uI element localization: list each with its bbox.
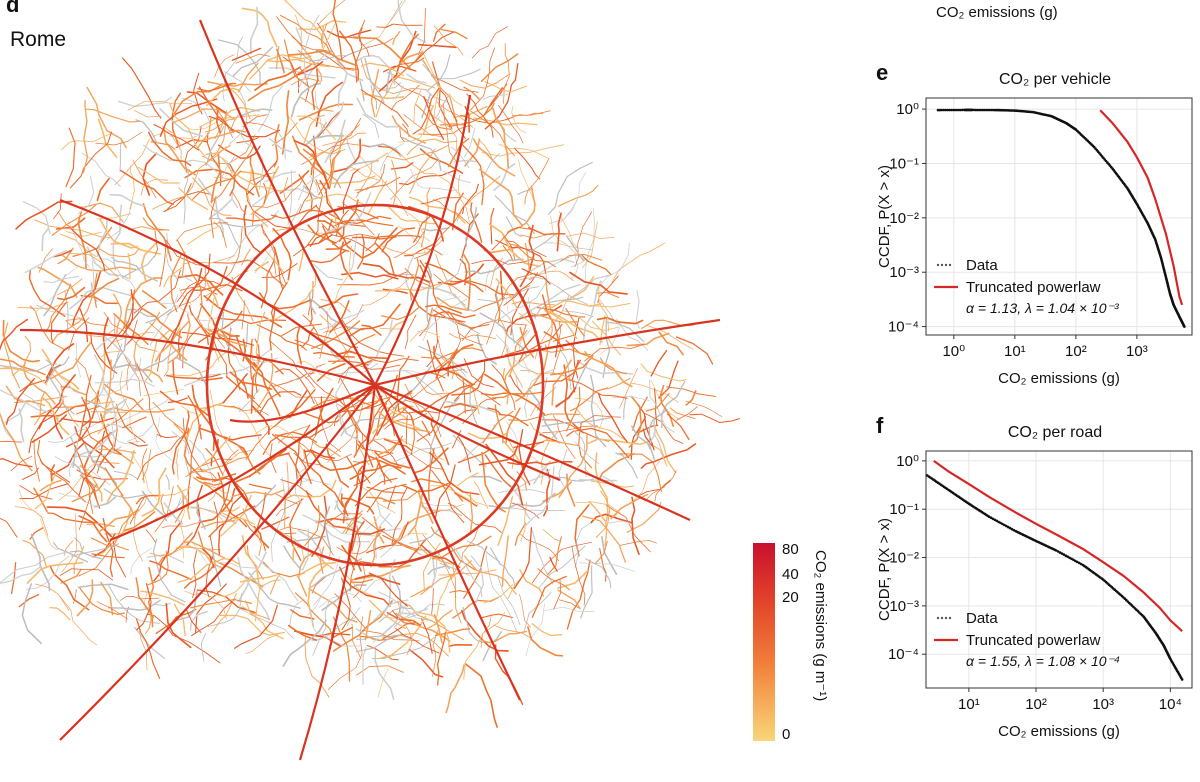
series-data-points <box>925 474 1184 681</box>
x-tick-label: 10⁴ <box>1159 696 1182 713</box>
road-emissions-map <box>0 0 740 761</box>
y-tick-label: 10⁰ <box>896 101 919 118</box>
data-point <box>951 108 955 112</box>
data-point <box>1066 555 1069 558</box>
x-tick-label: 10¹ <box>958 696 980 713</box>
data-point <box>1056 550 1060 553</box>
data-point <box>936 108 940 112</box>
legend-marker-data <box>944 263 948 267</box>
data-point <box>946 108 949 112</box>
data-point <box>1075 560 1079 564</box>
legend-fit-params: α = 1.13, λ = 1.04 × 10⁻³ <box>966 300 1119 316</box>
chart-title-f: CO₂ per road <box>1007 424 1103 441</box>
data-point <box>944 108 947 112</box>
colorbar <box>753 543 775 741</box>
x-tick-label: 10³ <box>1092 696 1114 713</box>
series-data-points <box>936 108 1186 328</box>
data-point <box>938 108 942 112</box>
data-point <box>957 108 961 112</box>
chart-title-e: CO₂ per vehicle <box>998 71 1112 88</box>
data-point <box>1180 678 1184 681</box>
colorbar-tick: 20 <box>782 589 799 606</box>
data-point <box>995 519 998 523</box>
data-point <box>948 108 951 112</box>
colorbar-tick: 80 <box>782 541 799 558</box>
panel-letter-d: d <box>6 0 20 17</box>
ccdf-chart-per-road: 10¹ 10² 10³ 10⁴ 10⁰ 10⁻¹ 10⁻² 10⁻³ 10⁻⁴ CO₂ emiss… <box>876 450 1193 740</box>
legend-marker-data <box>948 263 952 267</box>
data-point <box>983 108 986 112</box>
x-tick-label: 10² <box>1065 343 1087 360</box>
y-axis-label: CCDF, P(X > x) <box>876 165 893 268</box>
series-fit-line <box>933 460 1183 633</box>
y-tick-label: 10⁻¹ <box>889 155 919 172</box>
data-point <box>955 108 959 112</box>
cropped-axis-label: CO₂ emissions (g) <box>936 4 1058 21</box>
y-tick-label: 10⁻¹ <box>889 501 919 518</box>
data-point <box>999 521 1002 525</box>
x-axis-label: CO₂ emissions (g) <box>998 723 1120 740</box>
legend-marker-data <box>940 263 944 267</box>
data-point <box>940 108 944 112</box>
x-tick-label: 10¹ <box>1004 343 1026 360</box>
legend-label-data: Data <box>966 610 998 627</box>
y-tick-label: 10⁻⁴ <box>888 646 919 663</box>
city-label: Rome <box>10 28 67 51</box>
y-tick-label: 10⁰ <box>896 453 919 470</box>
data-point <box>961 108 964 112</box>
data-point <box>950 108 953 112</box>
y-tick-label: 10⁻⁴ <box>888 319 919 336</box>
legend-label-fit: Truncated powerlaw <box>966 632 1101 649</box>
legend-label-data: Data <box>966 257 998 274</box>
data-point <box>1062 553 1066 556</box>
data-point <box>942 108 945 112</box>
colorbar-tick: 40 <box>782 566 799 583</box>
data-point <box>1183 325 1186 328</box>
series-fit-line <box>1099 109 1184 306</box>
data-point <box>953 108 957 112</box>
panel-letter-e: e <box>876 60 889 85</box>
ccdf-chart-per-vehicle: 10⁰ 10¹ 10² 10³ 10⁰ 10⁻¹ 10⁻² 10⁻³ 10⁻⁴ CO₂ emiss… <box>876 97 1193 387</box>
x-tick-label: 10² <box>1025 696 1047 713</box>
data-point <box>959 108 963 112</box>
data-point <box>977 108 981 112</box>
colorbar-tick: 0 <box>782 726 791 743</box>
x-tick-label: 10³ <box>1126 343 1148 360</box>
legend-marker-data <box>940 616 944 620</box>
ring-road <box>205 203 545 567</box>
legend-marker-data <box>936 263 940 267</box>
data-point <box>989 516 993 519</box>
y-axis-label: CCDF, P(X > x) <box>876 518 893 621</box>
plot-frame <box>925 97 1193 336</box>
legend-label-fit: Truncated powerlaw <box>966 279 1101 296</box>
y-tick-label: 10⁻³ <box>889 264 919 281</box>
y-tick-label: 10⁻² <box>889 210 919 227</box>
colorbar-label: CO₂ emissions (g m⁻¹) <box>812 550 829 702</box>
panel-letter-f: f <box>876 413 884 438</box>
plot-frame <box>925 450 1193 689</box>
data-point <box>993 108 996 112</box>
data-point <box>1005 524 1008 528</box>
data-point <box>1072 558 1075 562</box>
data-point <box>1077 561 1081 565</box>
x-axis-label: CO₂ emissions (g) <box>998 370 1120 387</box>
legend-marker-data <box>936 616 940 620</box>
data-point <box>1008 526 1012 530</box>
data-point <box>988 108 991 112</box>
legend-marker-data <box>948 616 952 620</box>
y-tick-label: 10⁻³ <box>889 598 919 615</box>
y-tick-label: 10⁻² <box>889 550 919 567</box>
legend-marker-data <box>944 616 948 620</box>
arterial-roads <box>19 19 721 761</box>
legend-fit-params: α = 1.55, λ = 1.08 × 10⁻⁴ <box>966 653 1120 669</box>
x-tick-label: 10⁰ <box>942 343 965 360</box>
road-network <box>0 0 740 728</box>
